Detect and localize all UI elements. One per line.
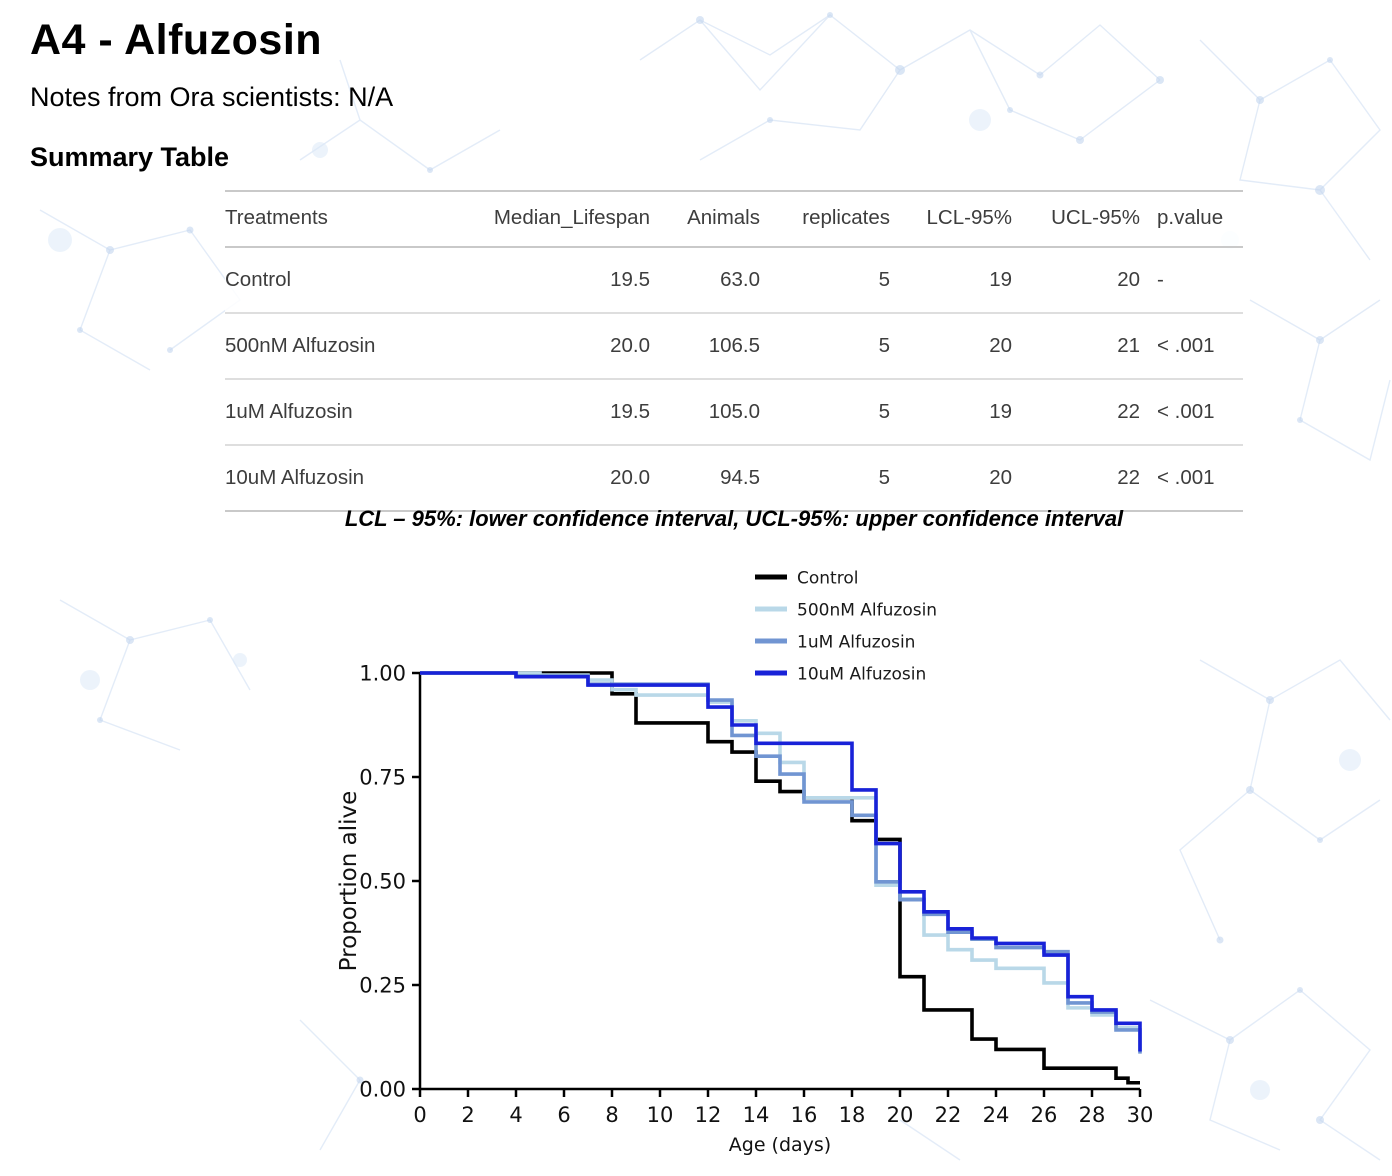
y-tick-label: 1.00: [359, 662, 406, 686]
table-cell: 20: [1012, 247, 1140, 314]
y-tick-label: 0.50: [359, 870, 406, 894]
table-cell: 63.0: [650, 247, 760, 314]
table-cell: 94.5: [720, 466, 760, 489]
x-tick-label: 30: [1127, 1103, 1154, 1127]
table-cell: 106.5: [650, 313, 760, 380]
series-10um-alfuzosin: [420, 671, 1142, 1052]
x-tick-label: 6: [557, 1103, 570, 1127]
x-tick-label: 18: [839, 1103, 866, 1127]
x-tick-label: 14: [743, 1103, 770, 1127]
table-cell: < .001: [1157, 466, 1215, 489]
x-tick-label: 16: [791, 1103, 818, 1127]
summary-table-body: Control 19.5 63.0 5 19 20-500nM Alfuzosin 20.0…: [225, 247, 1243, 511]
table-cell: 10uM Alfuzosin: [225, 466, 365, 489]
column-header-pvalue: p.value: [1140, 191, 1243, 248]
y-tick-label: 0.00: [359, 1078, 406, 1102]
table-footnote: LCL – 95%: lower confidence interval, UC…: [344, 506, 1124, 531]
legend-label: 1uM Alfuzosin: [797, 633, 915, 653]
column-header-ucl95: UCL-95%: [1012, 191, 1140, 248]
x-tick-label: 26: [1031, 1103, 1058, 1127]
table-cell: Control: [225, 247, 450, 314]
table-cell: 5: [760, 247, 890, 314]
table-cell: 22: [1117, 466, 1140, 489]
column-header-replicates: replicates: [760, 191, 890, 248]
table-cell: 19.5: [450, 247, 650, 314]
page-title: A4 - Alfuzosin: [30, 16, 323, 64]
table-cell: 20: [989, 466, 1012, 489]
table-cell: 20.0: [450, 313, 650, 380]
table-cell: 105.0: [650, 379, 760, 446]
summary-table-heading: Summary Table: [30, 142, 230, 172]
table-cell: 5: [878, 466, 890, 489]
y-tick-label: 0.25: [359, 974, 406, 998]
table-row: Control 19.5 63.0 5 19 20-: [225, 247, 1243, 314]
series-control: [420, 671, 1140, 1085]
column-header-animals: Animals: [650, 191, 760, 248]
x-tick-label: 12: [695, 1103, 722, 1127]
y-axis-title: Proportion alive: [336, 791, 362, 972]
x-tick-label: 20: [887, 1103, 914, 1127]
table-cell: 21: [1012, 313, 1140, 380]
series-500nm-alfuzosin: [420, 671, 1140, 1030]
x-axis-title: Age (days): [729, 1134, 831, 1156]
km-chart: 0.000.250.500.751.000 2 4 6 8 10 12 14 16 18 20 22 2…: [336, 569, 1154, 1157]
column-header-treatments: Treatments: [225, 191, 450, 248]
table-header-row: Treatments Median_Lifespan Animals repli…: [225, 191, 1243, 248]
legend-label: Control: [797, 569, 858, 589]
legend-label: 500nM Alfuzosin: [797, 601, 937, 621]
y-tick-label: 0.75: [359, 766, 406, 790]
series-1um-alfuzosin: [420, 671, 1142, 1054]
table-cell: -: [1140, 247, 1243, 314]
legend-label: 10uM Alfuzosin: [797, 665, 926, 685]
x-tick-label: 24: [983, 1103, 1010, 1127]
table-cell: 19: [890, 247, 1012, 314]
x-tick-label: 8: [605, 1103, 618, 1127]
notes-line: Notes from Ora scientists: N/A: [30, 82, 394, 112]
x-tick-label: 22: [935, 1103, 962, 1127]
x-tick-label: 2: [461, 1103, 474, 1127]
table-cell: < .001: [1140, 313, 1243, 380]
table-cell: 5: [760, 313, 890, 380]
table-cell: 20: [890, 313, 1012, 380]
table-row: 10uM Alfuzosin 20.0 94.5 5 20 22 < .001: [225, 445, 1243, 511]
x-tick-label: 28: [1079, 1103, 1106, 1127]
table-row: 1uM Alfuzosin 19.5 105.0 5 19 22 < .001: [225, 379, 1243, 446]
column-header-median-lifespan: Median_Lifespan: [450, 191, 650, 248]
column-header-lcl95: LCL-95%: [890, 191, 1012, 248]
table-cell: 5: [760, 379, 890, 446]
table-cell: < .001: [1140, 379, 1243, 446]
table-cell: 19.5: [450, 379, 650, 446]
table-cell: 1uM Alfuzosin: [225, 379, 450, 446]
table-cell: 19: [890, 379, 1012, 446]
table-cell: 20.0: [610, 466, 650, 489]
table-cell: 500nM Alfuzosin: [225, 313, 450, 380]
x-tick-label: 4: [509, 1103, 522, 1127]
x-tick-label: 0: [413, 1103, 426, 1127]
table-row: 500nM Alfuzosin 20.0 106.5 5 20 21 < .001: [225, 313, 1243, 380]
x-tick-label: 10: [647, 1103, 674, 1127]
table-cell: 22: [1012, 379, 1140, 446]
summary-table: Treatments Median_Lifespan Animals repli…: [225, 190, 1243, 512]
